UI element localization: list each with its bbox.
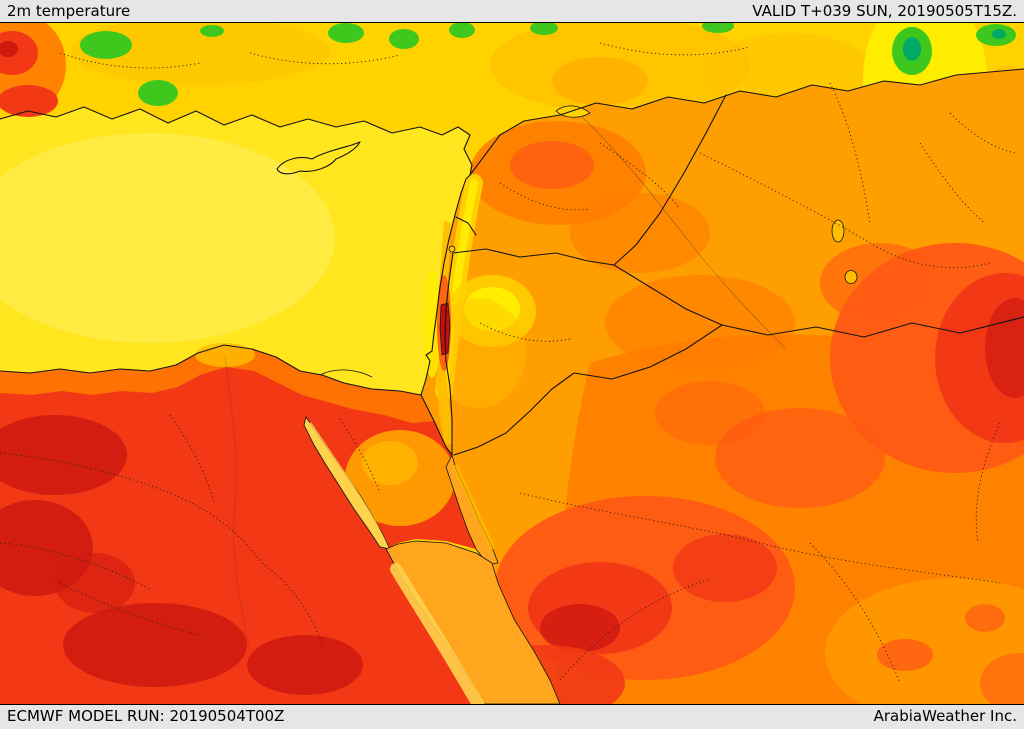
sea-of-galilee xyxy=(448,245,456,253)
country-borders xyxy=(0,68,1024,456)
bardawil-lagoon xyxy=(319,369,373,378)
map-title: 2m temperature xyxy=(7,1,131,20)
lake-assad xyxy=(555,105,591,118)
red-sea-waters xyxy=(303,416,561,704)
map-area xyxy=(0,23,1024,704)
lakes xyxy=(319,105,858,378)
corner-warm-cells xyxy=(0,23,66,117)
coastline xyxy=(0,106,473,396)
border-jordan-iraq xyxy=(613,264,723,326)
border-jordan-valley xyxy=(444,252,454,456)
valid-time-label: VALID T+039 SUN, 20190505T15Z. xyxy=(752,1,1017,20)
border-israel-egypt xyxy=(420,394,453,456)
temperature-fills xyxy=(0,23,1024,704)
border-syria-jordan xyxy=(452,248,615,266)
border-lebanon-syria xyxy=(455,216,477,236)
border-iraq-saudi xyxy=(721,316,1024,338)
border-turkey-syria xyxy=(469,68,1024,176)
highland-cool-cells xyxy=(80,23,1016,106)
bottom-info-bar: ECMWF MODEL RUN: 20190504T00Z ArabiaWeat… xyxy=(0,704,1024,727)
brand-label: ArabiaWeather Inc. xyxy=(873,706,1017,725)
cyprus-island xyxy=(276,141,361,175)
border-jordan-saudi xyxy=(453,324,723,456)
top-info-bar: 2m temperature VALID T+039 SUN, 20190505… xyxy=(0,0,1024,23)
model-run-label: ECMWF MODEL RUN: 20190504T00Z xyxy=(7,706,285,725)
temperature-contour-map xyxy=(0,23,1024,704)
border-syria-iraq xyxy=(613,94,727,266)
lake-razzaza xyxy=(844,270,858,284)
admin-boundaries-dotted xyxy=(0,42,1016,684)
lake-tharthar xyxy=(831,219,845,243)
rivers xyxy=(224,116,786,654)
